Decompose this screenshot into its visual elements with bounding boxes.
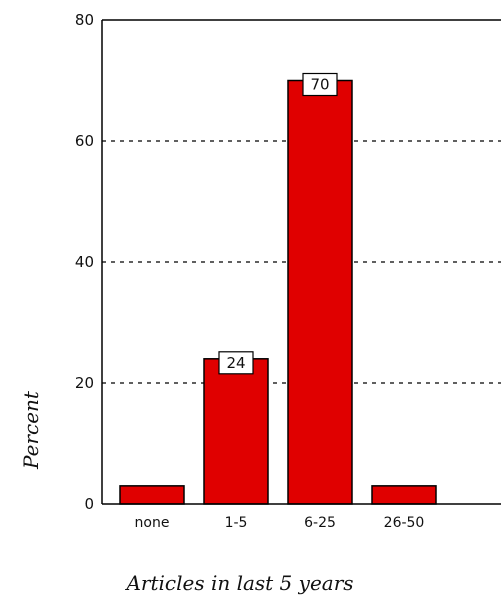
y-tick-label: 0	[84, 495, 94, 513]
data-label: 70	[310, 76, 329, 94]
bar-1-5	[203, 358, 269, 505]
bars	[119, 79, 437, 505]
y-tick-label: 40	[75, 253, 94, 271]
axes	[101, 19, 501, 505]
y-axis-title: Percent	[19, 390, 43, 470]
x-tick-label: none	[135, 515, 170, 531]
data-labels: 24 70	[218, 72, 338, 375]
bar-26-50	[371, 485, 437, 505]
bar-6-25	[287, 79, 353, 505]
y-tick-label: 80	[75, 11, 94, 29]
x-axis-title: Articles in last 5 years	[124, 571, 353, 595]
data-label-box	[218, 351, 254, 375]
x-tick-label: 26-50	[384, 515, 425, 531]
data-label: 24	[226, 354, 245, 372]
y-tick-labels: 0 20 40 60 80	[75, 11, 94, 513]
data-label-box	[302, 72, 338, 97]
x-tick-labels: none 1-5 6-25 26-50	[135, 515, 425, 531]
x-tick-label: 1-5	[225, 515, 248, 531]
y-tick-label: 20	[75, 374, 94, 392]
y-tick-label: 60	[75, 132, 94, 150]
bar-none	[119, 485, 185, 505]
x-tick-label: 6-25	[304, 515, 336, 531]
